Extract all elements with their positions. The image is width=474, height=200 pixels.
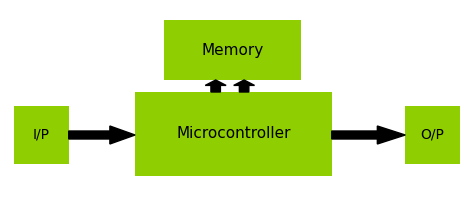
Bar xyxy=(14,106,69,164)
Text: I/P: I/P xyxy=(33,128,50,142)
Polygon shape xyxy=(205,80,226,92)
Bar xyxy=(135,92,332,176)
Text: Memory: Memory xyxy=(201,43,264,58)
Bar xyxy=(164,20,301,80)
Polygon shape xyxy=(234,80,255,92)
Text: O/P: O/P xyxy=(420,128,445,142)
Text: Microcontroller: Microcontroller xyxy=(176,127,291,142)
Polygon shape xyxy=(332,126,405,144)
Polygon shape xyxy=(69,126,135,144)
Bar xyxy=(405,106,460,164)
